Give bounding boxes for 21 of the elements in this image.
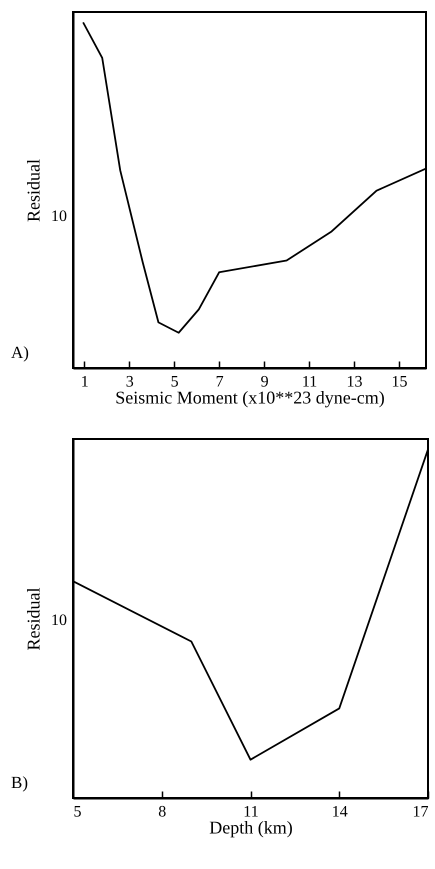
- text: A): [11, 343, 29, 362]
- x-tick-label: 11: [243, 804, 259, 820]
- x-tick-label: 15: [392, 374, 408, 390]
- x-tick-label: 7: [216, 374, 224, 390]
- x-tick-label: 1: [80, 374, 89, 390]
- y-axis-title: Residual: [24, 159, 44, 222]
- x-tick-label: 13: [346, 374, 363, 390]
- x-axis-title: Seismic Moment (x10**23 dyne-cm): [115, 388, 385, 408]
- x-tick-label: 9: [260, 374, 269, 390]
- text: 10: [51, 612, 67, 629]
- text: B): [11, 773, 28, 792]
- x-tick-label: 8: [158, 804, 166, 820]
- y-axis-title: Residual: [24, 588, 44, 650]
- x-axis-title: Depth (km): [209, 818, 293, 838]
- text: 10: [51, 208, 67, 225]
- x-tick-label: 11: [302, 374, 318, 390]
- x-tick-label: 5: [170, 374, 179, 390]
- x-tick-label: 14: [332, 804, 348, 820]
- x-tick-label: 3: [126, 374, 134, 390]
- x-tick-label: 5: [74, 804, 82, 820]
- x-tick-label: 17: [412, 804, 428, 820]
